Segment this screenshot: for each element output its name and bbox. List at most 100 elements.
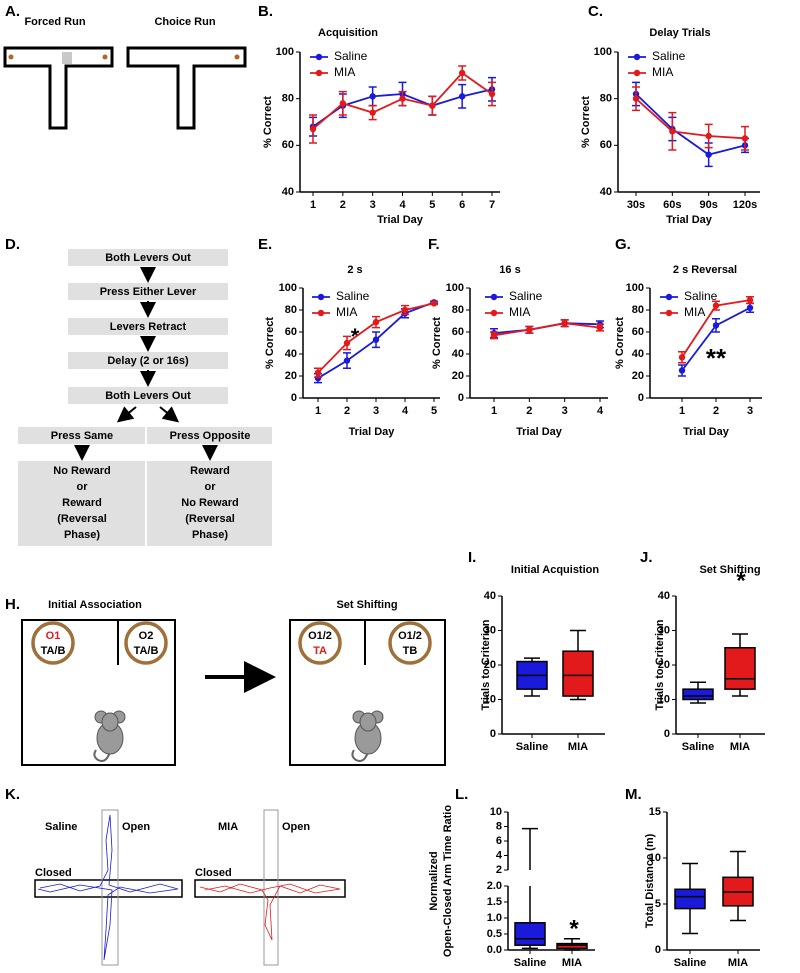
whisker-low: [732, 689, 748, 697]
x-tick-label: 120s: [733, 199, 757, 211]
panel-letter: L.: [455, 786, 468, 803]
panel-letter: J.: [640, 549, 653, 566]
chart-title: 16 s: [499, 264, 520, 276]
x-tick-label: 30s: [627, 199, 645, 211]
mouse-head: [359, 712, 377, 732]
open-arm: [101, 809, 119, 966]
bowl-texture: TB: [403, 645, 418, 657]
maze-label: Forced Run: [24, 16, 85, 28]
y-tick-label: 100: [446, 282, 464, 294]
panel-letter: F.: [428, 236, 440, 253]
open-arm: [263, 809, 279, 966]
chart-title: 2 s Reversal: [673, 264, 737, 276]
x-tick-label: 4: [402, 405, 409, 417]
bowl-odor: O1/2: [308, 630, 332, 642]
legend-label: Saline: [334, 49, 368, 63]
marker: [339, 100, 347, 107]
legend-label: Saline: [509, 289, 543, 303]
y-tick-label: 40: [658, 590, 670, 602]
x-tick-label: MIA: [728, 957, 748, 969]
y-tick-label: 100: [279, 282, 297, 294]
y-tick-label: 1.0: [487, 912, 502, 924]
panel-letter: E.: [258, 236, 272, 253]
y-tick-label: 60: [600, 139, 612, 151]
bowl: [31, 621, 75, 665]
y-tick-label: 8: [496, 820, 502, 832]
closed-arm: [194, 879, 346, 898]
arm-label: Closed: [35, 867, 72, 879]
x-tick-label: MIA: [730, 741, 750, 753]
legend-marker: [633, 69, 641, 77]
y-tick-label: 1.5: [487, 896, 502, 908]
whisker-high: [690, 681, 706, 690]
legend-marker: [490, 293, 498, 301]
arm-label: Closed: [195, 867, 232, 879]
y-tick-label: 80: [452, 304, 464, 316]
flow-arrow: [159, 406, 180, 423]
bowl-texture: TA/B: [41, 645, 66, 657]
bowl: [388, 621, 432, 665]
whisker-high: [522, 827, 538, 923]
legend-marker: [315, 69, 323, 77]
legend-marker: [490, 309, 498, 317]
x-tick-label: 5: [431, 405, 437, 417]
y-tick-label: 20: [632, 370, 644, 382]
y-axis-label: Open-Closed Arm Time Ratio: [442, 805, 454, 957]
y-tick-label: 0: [291, 392, 297, 404]
marker: [678, 367, 686, 374]
y-tick-label: 2.0: [487, 880, 502, 892]
y-axis-label: % Correct: [614, 317, 626, 369]
x-tick-label: 3: [370, 199, 376, 211]
closed-arm: [34, 879, 183, 898]
x-tick-label: Saline: [682, 741, 714, 753]
bowl-texture: TA: [313, 645, 327, 657]
y-axis-label: % Correct: [431, 317, 443, 369]
reward-well: [102, 54, 108, 60]
legend-marker: [633, 53, 641, 61]
flow-outcome: Reward: [190, 465, 230, 477]
panel-letter: D.: [5, 236, 20, 253]
y-tick-label: 0: [490, 728, 496, 740]
chart-title: Delay Trials: [649, 27, 710, 39]
mouse-head: [101, 712, 119, 732]
x-tick-label: 2: [340, 199, 346, 211]
box: [674, 888, 706, 910]
marker: [741, 135, 749, 142]
mouse-tail: [93, 749, 111, 762]
whisker-high: [682, 862, 698, 890]
y-tick-label: 40: [632, 348, 644, 360]
marker: [488, 90, 496, 98]
legend-label: MIA: [684, 305, 705, 319]
bowl: [124, 621, 168, 665]
bowl-texture: TA/B: [134, 645, 159, 657]
whisker-high: [570, 629, 586, 652]
t-maze: [126, 46, 247, 130]
y-tick-label: 10: [658, 693, 670, 705]
y-tick-label: 30: [658, 624, 670, 636]
y-tick-label: 0.5: [487, 928, 502, 940]
y-tick-label: 30: [484, 624, 496, 636]
flow-outcome: Reward: [62, 497, 102, 509]
t-maze: [3, 46, 114, 130]
annotation: **: [706, 343, 727, 373]
x-axis-label: Trial Day: [516, 426, 563, 438]
reward-well: [234, 54, 240, 60]
x-tick-label: 3: [747, 405, 753, 417]
y-tick-label: 20: [452, 370, 464, 382]
y-axis-label: Total Distance (m): [644, 833, 656, 928]
flow-step: Levers Retract: [110, 321, 187, 333]
x-tick-label: Saline: [516, 741, 548, 753]
y-tick-label: 40: [484, 590, 496, 602]
x-axis-label: Trial Day: [377, 214, 424, 226]
legend-label: MIA: [652, 65, 673, 79]
y-axis-label: % Correct: [264, 317, 276, 369]
x-axis-label: Trial Day: [349, 426, 396, 438]
box: [562, 650, 594, 697]
box: [514, 922, 546, 946]
chart-title: 2 s: [347, 264, 362, 276]
y-tick-label: 80: [632, 304, 644, 316]
marker: [458, 69, 466, 77]
legend-marker: [665, 309, 673, 317]
